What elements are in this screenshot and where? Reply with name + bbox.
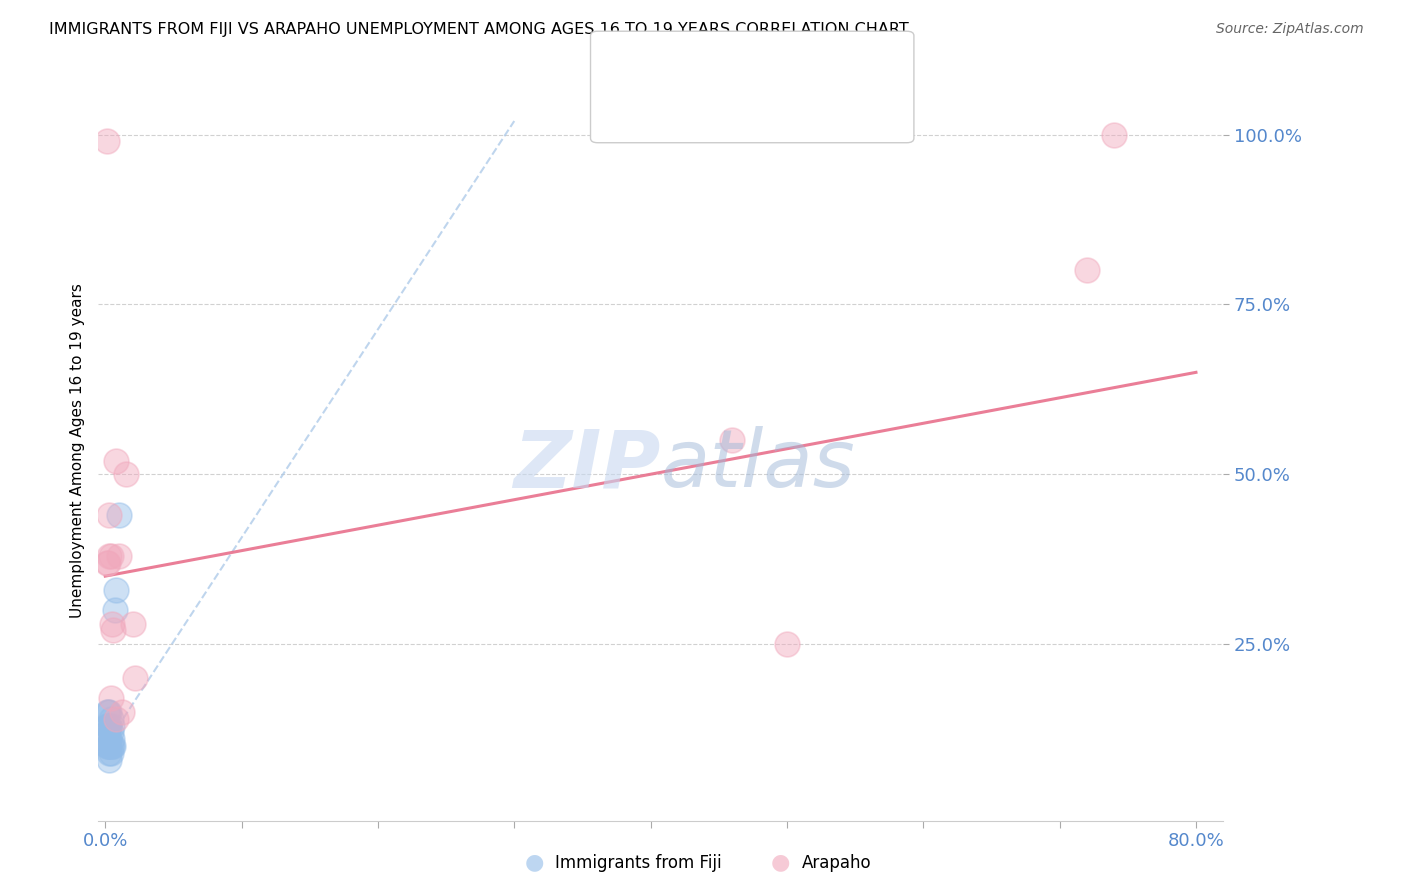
Text: N =: N = bbox=[735, 96, 792, 115]
Point bbox=[100, 549, 122, 563]
Text: N =: N = bbox=[735, 52, 792, 70]
Text: ●: ● bbox=[524, 853, 544, 872]
Point bbox=[97, 739, 120, 753]
Text: 0.332: 0.332 bbox=[675, 52, 737, 70]
Point bbox=[97, 556, 120, 570]
Point bbox=[96, 135, 118, 149]
Text: ●: ● bbox=[614, 58, 631, 77]
Point bbox=[776, 637, 799, 651]
Point bbox=[97, 718, 120, 732]
Point bbox=[101, 616, 124, 631]
Point bbox=[96, 718, 118, 732]
Point bbox=[121, 616, 143, 631]
Text: ●: ● bbox=[770, 853, 790, 872]
Point bbox=[96, 725, 118, 739]
Text: 20: 20 bbox=[790, 96, 817, 115]
Point bbox=[1076, 263, 1098, 277]
Text: Source: ZipAtlas.com: Source: ZipAtlas.com bbox=[1216, 22, 1364, 37]
Text: R =: R = bbox=[637, 96, 679, 115]
Text: atlas: atlas bbox=[661, 426, 856, 504]
Text: R =: R = bbox=[637, 52, 679, 70]
Point bbox=[98, 739, 121, 753]
Point bbox=[103, 739, 125, 753]
Point bbox=[96, 705, 118, 719]
Point bbox=[108, 508, 131, 522]
Text: 0.362: 0.362 bbox=[675, 96, 737, 115]
Text: IMMIGRANTS FROM FIJI VS ARAPAHO UNEMPLOYMENT AMONG AGES 16 TO 19 YEARS CORRELATI: IMMIGRANTS FROM FIJI VS ARAPAHO UNEMPLOY… bbox=[49, 22, 908, 37]
Point bbox=[124, 671, 146, 685]
Point bbox=[108, 549, 131, 563]
Point bbox=[98, 508, 121, 522]
Text: ●: ● bbox=[614, 103, 631, 121]
Point bbox=[96, 739, 118, 753]
Point bbox=[101, 732, 124, 747]
Point bbox=[98, 752, 121, 766]
Point bbox=[110, 705, 132, 719]
Text: 25: 25 bbox=[790, 52, 817, 70]
Point bbox=[100, 712, 122, 726]
Point bbox=[98, 732, 121, 747]
Point bbox=[98, 705, 121, 719]
Point bbox=[100, 746, 122, 760]
Point bbox=[98, 549, 121, 563]
Point bbox=[721, 434, 744, 448]
Point bbox=[105, 712, 128, 726]
Text: Immigrants from Fiji: Immigrants from Fiji bbox=[555, 855, 723, 872]
Point bbox=[114, 467, 136, 482]
Text: Arapaho: Arapaho bbox=[801, 855, 872, 872]
Point bbox=[101, 718, 124, 732]
Point bbox=[100, 725, 122, 739]
Point bbox=[100, 691, 122, 706]
Text: ZIP: ZIP bbox=[513, 426, 661, 504]
Point bbox=[105, 582, 128, 597]
Point bbox=[103, 624, 125, 638]
Point bbox=[105, 453, 128, 467]
Point bbox=[98, 718, 121, 732]
Point bbox=[1102, 128, 1125, 142]
Y-axis label: Unemployment Among Ages 16 to 19 years: Unemployment Among Ages 16 to 19 years bbox=[69, 283, 84, 618]
Point bbox=[100, 739, 122, 753]
Point bbox=[98, 746, 121, 760]
Point bbox=[104, 603, 127, 617]
Point bbox=[97, 725, 120, 739]
Point bbox=[97, 705, 120, 719]
Point bbox=[96, 556, 118, 570]
Point bbox=[101, 739, 124, 753]
